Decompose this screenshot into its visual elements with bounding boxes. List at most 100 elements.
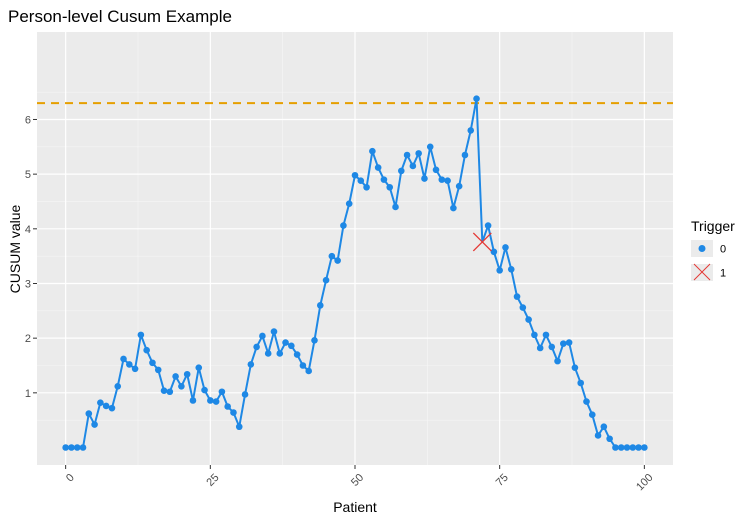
data-point bbox=[212, 398, 220, 405]
data-point bbox=[68, 444, 75, 451]
data-point bbox=[230, 409, 237, 416]
data-point bbox=[311, 337, 318, 344]
data-point bbox=[241, 391, 249, 398]
data-point bbox=[270, 328, 278, 335]
data-point bbox=[345, 200, 353, 207]
legend-label-1: 1 bbox=[720, 268, 726, 280]
data-point bbox=[178, 382, 185, 390]
data-point bbox=[554, 357, 561, 365]
data-point bbox=[386, 183, 394, 191]
data-point bbox=[253, 343, 260, 351]
data-point bbox=[126, 361, 133, 368]
data-point bbox=[583, 398, 590, 405]
trigger-point bbox=[472, 232, 492, 252]
data-point bbox=[334, 257, 341, 264]
data-point bbox=[629, 444, 637, 451]
data-point bbox=[542, 331, 550, 339]
data-point bbox=[548, 343, 556, 351]
x-tick-label: 100 bbox=[634, 472, 655, 493]
data-point bbox=[392, 203, 399, 211]
data-point bbox=[79, 444, 87, 451]
data-point bbox=[409, 162, 417, 170]
data-point bbox=[218, 388, 226, 396]
data-point bbox=[380, 176, 388, 183]
data-point bbox=[316, 302, 324, 309]
data-point bbox=[536, 344, 544, 352]
data-point bbox=[172, 373, 179, 380]
y-tick-label: 2 bbox=[25, 333, 31, 345]
data-point bbox=[415, 150, 422, 157]
legend-label-0: 0 bbox=[720, 244, 726, 256]
data-point bbox=[461, 151, 469, 159]
data-point bbox=[432, 166, 440, 174]
data-point bbox=[397, 167, 405, 175]
data-point bbox=[282, 339, 289, 346]
data-point bbox=[328, 252, 336, 260]
x-tick-label: 50 bbox=[349, 472, 366, 489]
y-tick-label: 1 bbox=[25, 388, 31, 400]
data-point bbox=[565, 339, 573, 346]
x-tick-label: 0 bbox=[64, 472, 77, 485]
data-point bbox=[403, 151, 411, 159]
data-point bbox=[73, 444, 81, 451]
data-point bbox=[183, 370, 191, 378]
y-tick-label: 4 bbox=[25, 224, 31, 236]
y-tick-label: 6 bbox=[25, 114, 31, 126]
legend: Trigger 0 1 bbox=[691, 218, 735, 281]
data-point bbox=[85, 410, 93, 417]
data-point bbox=[623, 444, 631, 451]
data-point bbox=[571, 364, 579, 371]
data-point bbox=[444, 177, 451, 185]
data-point bbox=[513, 293, 521, 300]
data-point bbox=[143, 346, 150, 354]
data-point bbox=[207, 397, 214, 404]
data-point bbox=[635, 444, 642, 451]
trigger-markers bbox=[472, 232, 492, 252]
data-point bbox=[293, 351, 301, 358]
data-point bbox=[426, 143, 434, 151]
data-point bbox=[531, 331, 538, 339]
data-point bbox=[600, 423, 608, 431]
x-axis: 0 25 50 75 100 bbox=[64, 465, 656, 493]
data-points bbox=[62, 95, 648, 451]
data-point bbox=[484, 222, 492, 229]
data-point bbox=[612, 444, 619, 451]
y-axis-title: CUSUM value bbox=[7, 204, 23, 293]
data-point bbox=[224, 403, 231, 410]
y-tick-label: 3 bbox=[25, 278, 31, 290]
data-point bbox=[357, 177, 365, 185]
data-point bbox=[525, 316, 532, 323]
data-point bbox=[131, 365, 139, 373]
legend-title: Trigger bbox=[691, 218, 735, 234]
data-point bbox=[577, 379, 584, 387]
data-point bbox=[606, 435, 613, 443]
data-point bbox=[305, 367, 313, 375]
data-point bbox=[490, 248, 498, 256]
data-point bbox=[322, 276, 330, 284]
data-point bbox=[594, 432, 602, 439]
data-point bbox=[235, 423, 243, 431]
data-point bbox=[62, 444, 69, 451]
data-point bbox=[374, 164, 382, 171]
data-point bbox=[120, 355, 127, 363]
data-point bbox=[496, 267, 503, 274]
x-tick-label: 25 bbox=[204, 472, 221, 489]
data-point bbox=[421, 175, 428, 182]
data-point bbox=[340, 222, 347, 229]
data-point bbox=[137, 331, 145, 339]
data-point bbox=[288, 342, 295, 350]
data-point bbox=[299, 362, 307, 369]
data-point bbox=[351, 171, 359, 179]
data-point bbox=[455, 182, 463, 190]
data-point bbox=[114, 382, 122, 390]
x-tick-label: 75 bbox=[494, 472, 511, 489]
legend-cross-icon bbox=[693, 263, 711, 281]
data-point bbox=[560, 340, 567, 347]
data-point bbox=[108, 404, 116, 412]
data-point bbox=[149, 359, 156, 367]
data-point bbox=[507, 265, 515, 273]
data-point bbox=[247, 361, 255, 368]
legend-point-icon bbox=[698, 245, 706, 252]
data-point bbox=[502, 244, 509, 251]
data-point bbox=[154, 366, 162, 374]
